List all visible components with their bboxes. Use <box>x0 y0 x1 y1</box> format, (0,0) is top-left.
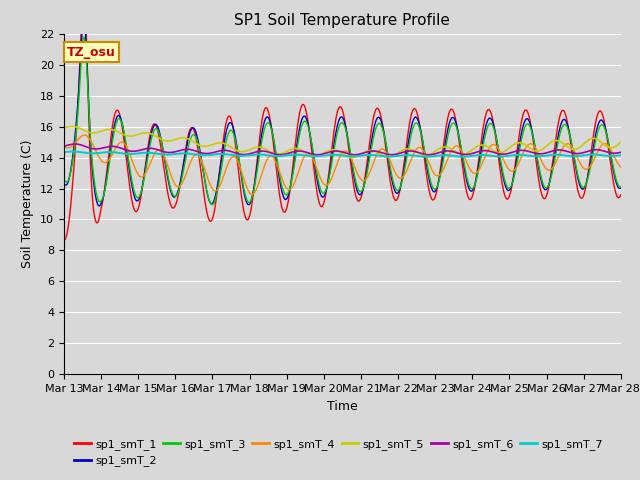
sp1_smT_2 <box>186 131 193 137</box>
sp1_smT_1 <box>128 199 136 204</box>
Legend: sp1_smT_1, sp1_smT_2, sp1_smT_3, sp1_smT_4, sp1_smT_5, sp1_smT_6, sp1_smT_7: sp1_smT_1, sp1_smT_2, sp1_smT_3, sp1_smT… <box>70 434 607 471</box>
sp1_smT_5 <box>185 136 193 142</box>
sp1_smT_7 <box>68 149 76 155</box>
Line: sp1_smT_5: sp1_smT_5 <box>64 126 621 157</box>
sp1_smT_1 <box>60 238 68 243</box>
Line: sp1_smT_1: sp1_smT_1 <box>64 0 621 240</box>
sp1_smT_4 <box>185 164 193 169</box>
sp1_smT_5 <box>71 124 79 130</box>
sp1_smT_3 <box>128 179 136 185</box>
sp1_smT_1 <box>411 106 419 111</box>
sp1_smT_6 <box>425 152 433 157</box>
sp1_smT_7 <box>617 152 625 158</box>
sp1_smT_1 <box>185 131 193 136</box>
sp1_smT_5 <box>617 139 625 145</box>
sp1_smT_2 <box>70 142 78 148</box>
Line: sp1_smT_4: sp1_smT_4 <box>64 135 621 194</box>
sp1_smT_5 <box>60 125 68 131</box>
sp1_smT_6 <box>71 141 79 147</box>
sp1_smT_7 <box>422 154 430 159</box>
sp1_smT_5 <box>348 155 356 160</box>
sp1_smT_6 <box>185 146 193 152</box>
sp1_smT_6 <box>70 141 78 147</box>
sp1_smT_3 <box>185 142 193 148</box>
sp1_smT_5 <box>214 140 222 146</box>
sp1_smT_2 <box>95 203 102 209</box>
sp1_smT_2 <box>60 180 68 186</box>
sp1_smT_1 <box>428 195 435 201</box>
sp1_smT_2 <box>79 17 87 23</box>
Text: TZ_osu: TZ_osu <box>67 46 116 59</box>
Y-axis label: Soil Temperature (C): Soil Temperature (C) <box>22 140 35 268</box>
sp1_smT_6 <box>411 149 419 155</box>
sp1_smT_6 <box>214 148 222 154</box>
sp1_smT_4 <box>60 143 68 149</box>
Line: sp1_smT_7: sp1_smT_7 <box>64 152 621 156</box>
sp1_smT_4 <box>248 192 256 197</box>
sp1_smT_3 <box>617 184 625 190</box>
sp1_smT_3 <box>215 180 223 186</box>
sp1_smT_6 <box>617 149 625 155</box>
sp1_smT_3 <box>208 202 216 207</box>
sp1_smT_6 <box>428 152 436 157</box>
sp1_smT_5 <box>68 123 76 129</box>
sp1_smT_2 <box>617 185 625 191</box>
sp1_smT_4 <box>617 164 625 170</box>
sp1_smT_7 <box>411 153 419 158</box>
sp1_smT_3 <box>80 34 88 40</box>
sp1_smT_3 <box>428 182 436 188</box>
sp1_smT_5 <box>412 149 419 155</box>
Title: SP1 Soil Temperature Profile: SP1 Soil Temperature Profile <box>234 13 451 28</box>
sp1_smT_3 <box>412 120 419 126</box>
sp1_smT_7 <box>60 149 68 155</box>
sp1_smT_7 <box>214 151 222 157</box>
sp1_smT_4 <box>70 142 78 147</box>
sp1_smT_1 <box>214 181 222 187</box>
sp1_smT_6 <box>128 148 136 154</box>
sp1_smT_2 <box>129 188 137 194</box>
X-axis label: Time: Time <box>327 400 358 413</box>
sp1_smT_5 <box>128 133 136 139</box>
Line: sp1_smT_3: sp1_smT_3 <box>64 37 621 204</box>
sp1_smT_1 <box>617 192 625 198</box>
sp1_smT_3 <box>70 148 78 154</box>
sp1_smT_1 <box>70 162 78 168</box>
sp1_smT_2 <box>215 174 223 180</box>
sp1_smT_2 <box>412 114 419 120</box>
Line: sp1_smT_6: sp1_smT_6 <box>64 144 621 155</box>
sp1_smT_3 <box>60 176 68 182</box>
sp1_smT_7 <box>185 151 193 156</box>
sp1_smT_7 <box>128 151 136 157</box>
sp1_smT_4 <box>412 147 419 153</box>
sp1_smT_7 <box>428 154 436 159</box>
sp1_smT_4 <box>214 186 222 192</box>
sp1_smT_5 <box>428 151 436 156</box>
sp1_smT_7 <box>71 149 79 155</box>
sp1_smT_4 <box>80 132 88 138</box>
sp1_smT_2 <box>428 186 436 192</box>
sp1_smT_4 <box>428 167 436 172</box>
sp1_smT_6 <box>60 143 68 149</box>
sp1_smT_4 <box>128 157 136 163</box>
Line: sp1_smT_2: sp1_smT_2 <box>64 20 621 206</box>
